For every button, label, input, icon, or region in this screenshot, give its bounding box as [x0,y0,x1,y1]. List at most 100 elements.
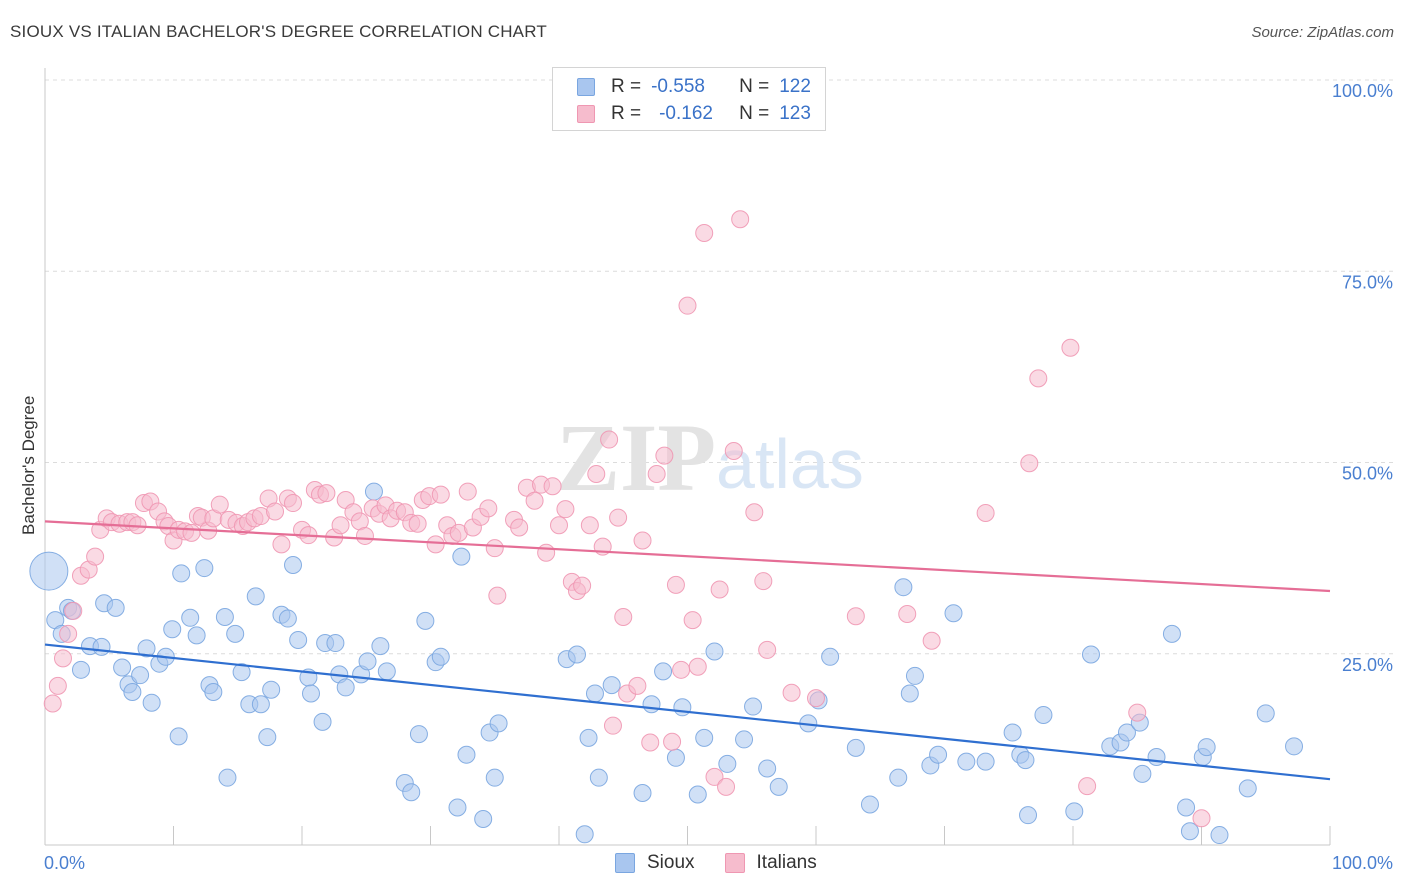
legend-item-italians[interactable]: Italians [724,852,817,874]
italians-point [556,500,575,519]
sioux-point [251,695,270,714]
italians-point [717,777,736,796]
italians-legend-label: Italians [756,852,817,873]
italians-point [426,535,445,554]
stats-legend: R = -0.558 N = 122 R = -0.162 N = 123 [552,67,826,131]
sioux-point [585,684,604,703]
sioux-point [976,752,995,771]
source-credit: Source: ZipAtlas.com [1251,24,1394,41]
sioux-point [1197,738,1216,757]
italians-point [510,518,529,537]
legend-item-sioux[interactable]: Sioux [615,852,695,874]
sioux-point [688,785,707,804]
italians-point [609,508,628,527]
sioux-point [718,754,737,773]
italians-trend-line [44,520,1331,593]
sioux-point [301,684,320,703]
sioux-point [1081,645,1100,664]
sioux-point [326,634,345,653]
y-tick-label: 50.0% [1342,464,1393,484]
sioux-point [163,620,182,639]
sioux-point [1210,826,1229,845]
sioux-point [262,680,281,699]
sioux-point [313,712,332,731]
italians-point [731,210,750,229]
sioux-point [567,645,586,664]
grid-lines [45,79,1395,655]
sioux-point [905,666,924,685]
italians-point [431,485,450,504]
italians-point [603,716,622,735]
italians-point [678,296,697,315]
sioux-point [1016,751,1035,770]
italians-point [663,732,682,751]
italians-point [284,494,303,513]
x-tick-label: 0.0% [44,853,85,873]
legend-n-value: 122 [779,76,811,97]
sioux-point [602,676,621,695]
sioux-point [735,730,754,749]
sioux-point [137,639,156,658]
italians-point [724,442,743,461]
sioux-point [246,587,265,606]
sioux-point [957,752,976,771]
italians-point [331,516,350,535]
sioux-point [1003,723,1022,742]
italians-point [672,660,691,679]
sioux-point [633,783,652,802]
italians-legend-swatch [724,853,745,873]
sioux-point [860,795,879,814]
sioux-point [654,662,673,681]
sioux-point [1117,723,1136,742]
legend-r-value: -0.162 [659,103,713,124]
sioux-point [71,660,90,679]
sioux-point [1162,624,1181,643]
sioux-point [1238,779,1257,798]
sioux-point [821,647,840,666]
italians-point [355,526,374,545]
italians-point [922,631,941,650]
sioux-point [1065,802,1084,821]
italians-point [745,503,764,522]
sioux-point [226,624,245,643]
sioux-point [579,728,598,747]
italians-point [754,572,773,591]
y-axis-label: Bachelor's Degree [19,396,38,535]
legend-n-label: N = [739,76,770,97]
sioux-point [284,556,303,575]
sioux-point [278,609,297,628]
italians-point [695,224,714,242]
italians-point [86,547,105,566]
sioux-point [474,809,493,828]
italians-point [641,733,660,752]
sioux-point [195,559,214,578]
sioux-point [769,777,788,796]
italians-point [705,767,724,786]
italians-point [647,464,666,483]
chart-title: SIOUX VS ITALIAN BACHELOR'S DEGREE CORRE… [10,22,547,41]
sioux-point [289,630,308,649]
italians-point [846,607,865,626]
y-tick-label: 100.0% [1332,81,1393,101]
sioux-point [106,598,125,617]
italians-point [488,586,507,605]
sioux-point [416,611,435,630]
sioux-point [1180,822,1199,841]
legend-n-value: 123 [779,103,811,124]
sioux-point [1285,737,1304,756]
italians-point [1128,703,1147,722]
italians-point [807,689,825,708]
italians-point [408,514,427,533]
italians-point [710,580,729,599]
italians-point [633,531,652,550]
sioux-point [409,725,428,744]
sioux-point [181,608,200,627]
sioux-point [1133,764,1152,783]
sioux-point [131,666,150,685]
sioux-point [169,727,188,746]
italians-point [485,539,504,558]
italians-point [600,430,619,449]
sioux-point [894,578,913,597]
sioux-point [123,683,142,701]
italians-point [688,657,707,676]
